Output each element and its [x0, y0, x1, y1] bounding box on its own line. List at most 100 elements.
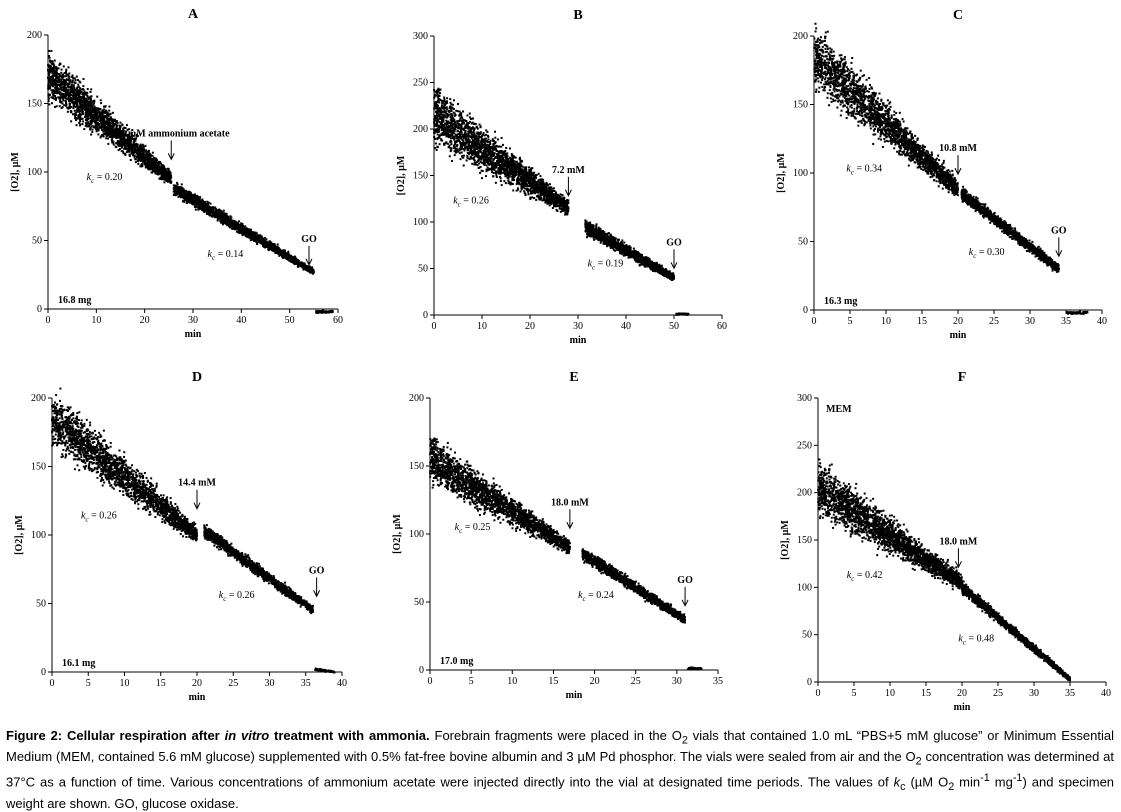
- data-point: [78, 110, 80, 112]
- data-point: [86, 92, 88, 94]
- x-tick-label: 30: [573, 321, 583, 332]
- data-point: [72, 95, 74, 97]
- data-point: [55, 92, 57, 94]
- data-point: [52, 76, 54, 78]
- x-tick-label: 20: [525, 321, 535, 332]
- data-point: [65, 75, 67, 77]
- data-point: [141, 146, 143, 148]
- data-point: [112, 123, 114, 125]
- data-point: [119, 122, 121, 124]
- data-point: [184, 192, 186, 194]
- data-point: [63, 95, 65, 97]
- data-point: [206, 212, 208, 214]
- data-point: [217, 214, 219, 216]
- data-point: [87, 112, 89, 114]
- x-tick-label: 60: [333, 315, 343, 326]
- data-point: [106, 118, 108, 120]
- data-point: [53, 64, 55, 66]
- data-point: [236, 222, 238, 224]
- y-axis-label: [O2], µM: [10, 152, 21, 192]
- data-point: [71, 91, 73, 93]
- data-point: [230, 217, 232, 219]
- data-point: [106, 119, 108, 121]
- data-point: [121, 143, 123, 145]
- data-point: [288, 257, 290, 259]
- data-point: [90, 134, 92, 136]
- data-point: [195, 201, 197, 203]
- data-point: [70, 86, 72, 88]
- data-point: [79, 103, 81, 105]
- data-point: [304, 266, 306, 268]
- data-point: [450, 103, 452, 105]
- data-point: [433, 122, 435, 124]
- data-point: [124, 145, 126, 147]
- data-point: [81, 123, 83, 125]
- data-point: [55, 99, 57, 101]
- data-point: [239, 232, 241, 234]
- data-point: [152, 152, 154, 154]
- data-point: [70, 88, 72, 90]
- data-point: [129, 154, 131, 156]
- data-point: [81, 108, 83, 110]
- data-point: [158, 178, 160, 180]
- data-point: [454, 154, 456, 156]
- data-point: [193, 199, 195, 201]
- data-point: [62, 99, 64, 101]
- data-point: [91, 106, 93, 108]
- data-point: [56, 70, 58, 72]
- data-point: [115, 146, 117, 148]
- data-point: [96, 126, 98, 128]
- data-point: [155, 172, 157, 174]
- data-point: [178, 191, 180, 193]
- data-point: [277, 243, 279, 245]
- data-point: [261, 242, 263, 244]
- annotation-label: GO: [301, 234, 317, 245]
- data-point: [93, 125, 95, 127]
- data-point: [434, 147, 436, 149]
- data-point: [322, 310, 324, 312]
- data-point: [516, 161, 518, 163]
- data-point: [139, 148, 141, 150]
- data-point: [98, 120, 100, 122]
- data-point: [131, 148, 133, 150]
- data-point: [232, 225, 234, 227]
- data-point: [91, 129, 93, 131]
- data-point: [319, 311, 321, 313]
- data-point: [97, 115, 99, 117]
- data-point: [241, 223, 243, 225]
- data-point: [144, 150, 146, 152]
- y-tick-label: 0: [37, 304, 42, 315]
- data-point: [65, 82, 67, 84]
- data-point: [177, 187, 179, 189]
- rate-constant-label: kc = 0.14: [208, 249, 244, 262]
- data-point: [249, 237, 251, 239]
- data-point: [106, 127, 108, 129]
- data-point: [167, 174, 169, 176]
- data-point: [152, 158, 154, 160]
- data-point: [79, 98, 81, 100]
- data-point: [73, 103, 75, 105]
- data-point: [123, 148, 125, 150]
- data-point: [109, 119, 111, 121]
- data-point: [49, 79, 51, 81]
- data-point: [141, 154, 143, 156]
- data-point: [49, 57, 51, 59]
- data-point: [60, 101, 62, 103]
- data-point: [188, 200, 190, 202]
- data-point: [95, 122, 97, 124]
- data-point: [194, 195, 196, 197]
- data-point: [73, 86, 75, 88]
- data-point: [96, 96, 98, 98]
- y-tick-label: 50: [32, 236, 42, 247]
- data-point: [69, 82, 71, 84]
- data-point: [279, 252, 281, 254]
- data-point: [455, 123, 457, 125]
- data-point: [87, 116, 89, 118]
- data-point: [100, 122, 102, 124]
- data-point: [164, 179, 166, 181]
- data-point: [86, 95, 88, 97]
- data-point: [449, 98, 451, 100]
- y-tick-label: 300: [413, 31, 428, 42]
- data-point: [142, 148, 144, 150]
- data-point: [107, 143, 109, 145]
